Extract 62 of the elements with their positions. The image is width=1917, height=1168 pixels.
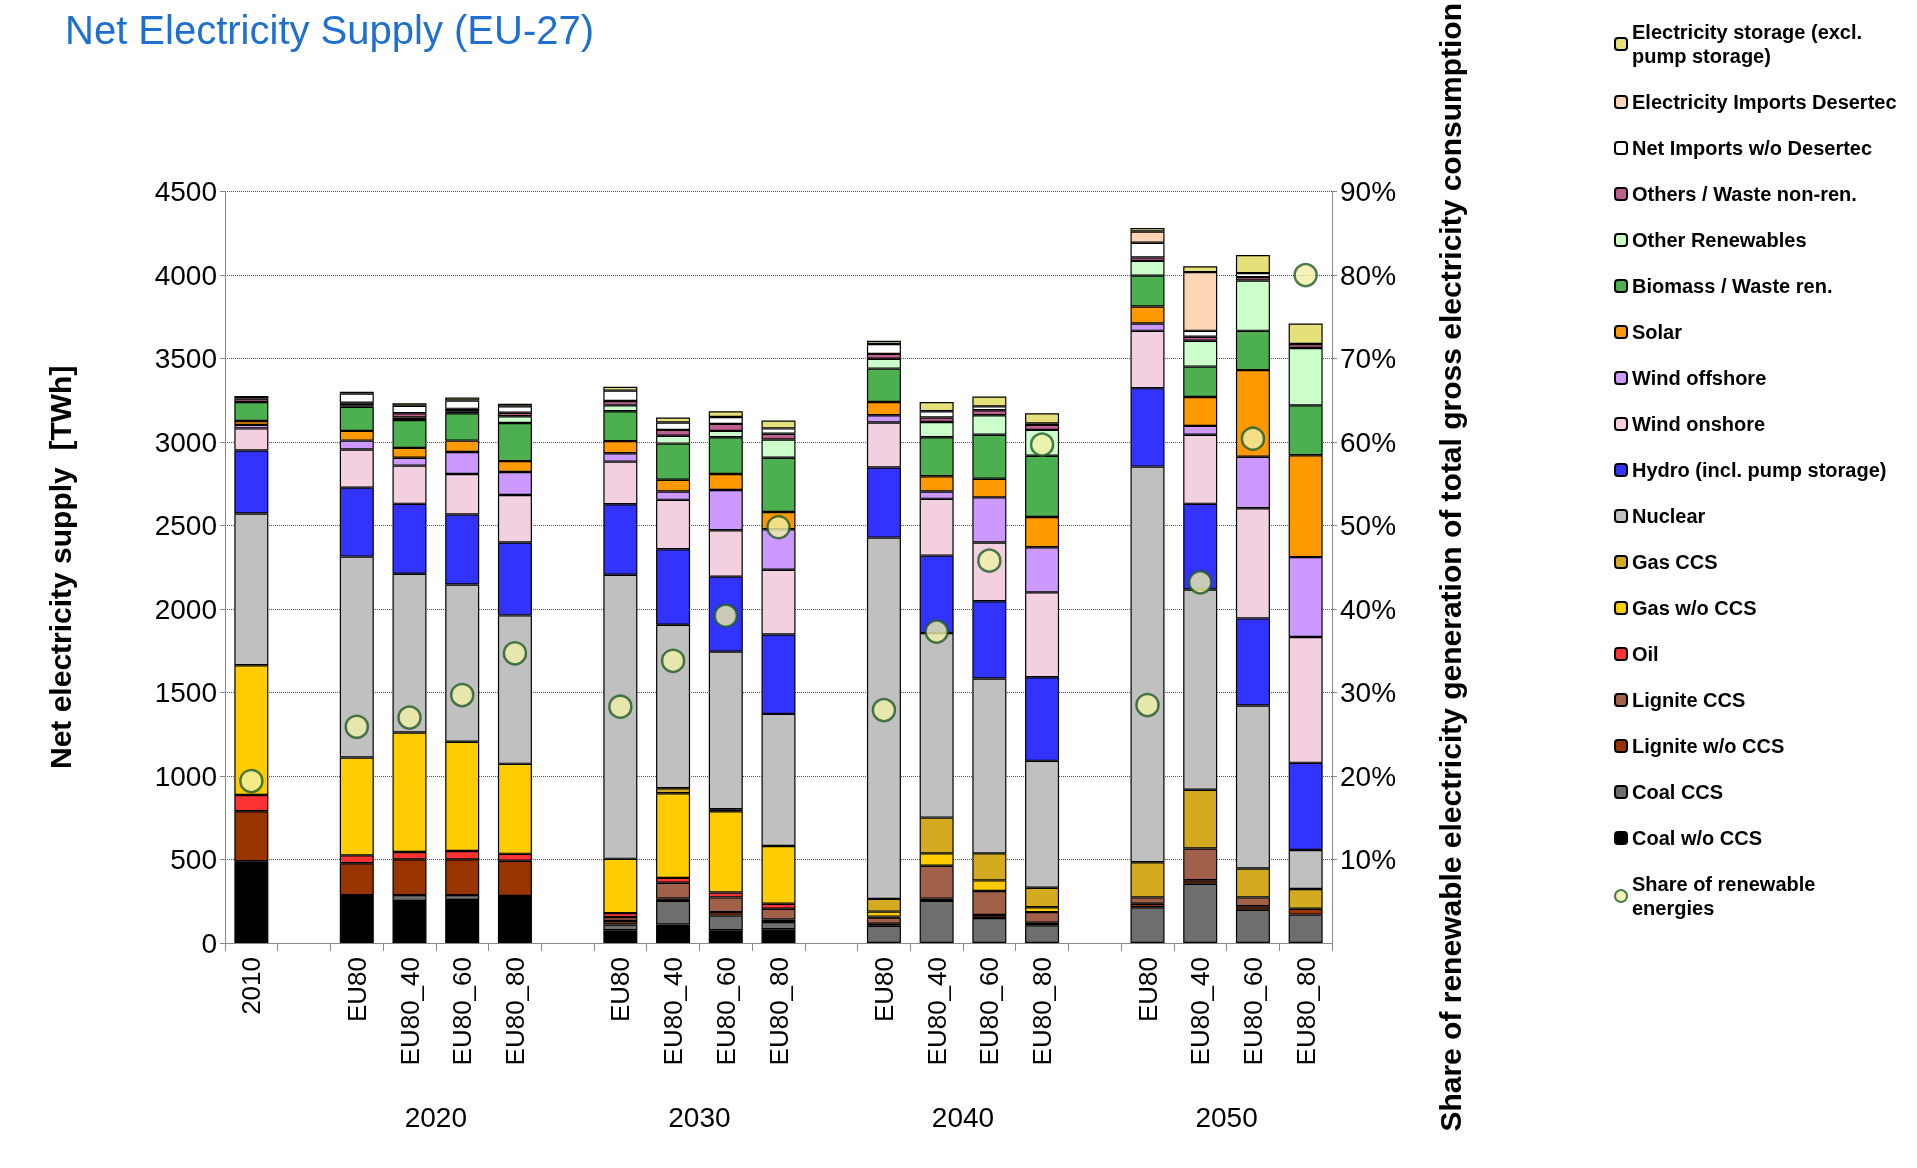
y-tick-label: 2500 xyxy=(154,510,217,542)
y-tick-label: 2000 xyxy=(154,593,217,625)
legend-label: Wind offshore xyxy=(1632,367,1767,389)
legend-label: Gas w/o CCS xyxy=(1632,597,1757,619)
legend-label: Biomass / Waste ren. xyxy=(1632,275,1833,297)
x-tick-label: EU80 xyxy=(341,957,372,1023)
y-tick-label: 3500 xyxy=(154,343,217,375)
x-tick-label: EU80_40 xyxy=(921,957,952,1066)
x-tick-label: EU80_60 xyxy=(1237,957,1268,1066)
x-tick-label: EU80_40 xyxy=(394,957,425,1066)
legend-label: Lignite w/o CCS xyxy=(1632,735,1785,757)
y2-axis-title: Share of renewable electricity generation of total gross electricity consumption xyxy=(1433,3,1467,1132)
legend-label: Oil xyxy=(1632,643,1659,665)
text: 2030 xyxy=(668,1101,731,1133)
y2-tick-label: 40% xyxy=(1340,593,1397,625)
y-tick-label: 4000 xyxy=(154,259,217,291)
y-tick-label: 0 xyxy=(201,927,217,959)
x-tick-label: EU80_80 xyxy=(763,957,794,1066)
x-tick-label: EU80_60 xyxy=(710,957,741,1066)
x-tick-label: EU80_80 xyxy=(499,957,530,1066)
y2-tick-label: 30% xyxy=(1340,677,1397,709)
y-tick-label: 1500 xyxy=(154,677,217,709)
y2-tick-label: 20% xyxy=(1340,760,1397,792)
y-tick-label: 1000 xyxy=(154,760,217,792)
x-tick-label: EU80_60 xyxy=(974,957,1005,1066)
text: 2040 xyxy=(931,1101,995,1133)
x-tick-label: EU80 xyxy=(1132,957,1163,1023)
y-tick-label: 500 xyxy=(170,844,217,876)
y2-tick-label: 70% xyxy=(1340,343,1397,375)
x-tick-label: EU80_80 xyxy=(1027,957,1058,1066)
x-tick-label: EU80 xyxy=(868,957,899,1023)
text: 2020 xyxy=(404,1101,468,1133)
y2-tick-label: 90% xyxy=(1340,176,1397,208)
legend-label: Coal w/o CCS xyxy=(1632,827,1763,849)
x-tick-label: EU80 xyxy=(605,957,636,1023)
legend-label: Solar xyxy=(1632,321,1683,343)
legend-label: Coal CCS xyxy=(1632,781,1724,803)
y2-tick-label: 50% xyxy=(1340,510,1397,542)
legend-label: Electricity Imports Desertec xyxy=(1632,91,1897,113)
y2-tick-label: 80% xyxy=(1340,259,1397,291)
x-tick-label: EU80_40 xyxy=(1185,957,1216,1066)
legend-label: Net Imports w/o Desertec xyxy=(1632,137,1873,159)
legend-label: Wind onshore xyxy=(1632,413,1766,435)
x-tick-label: 2010 xyxy=(236,957,267,1015)
legend-label: Gas CCS xyxy=(1632,551,1718,573)
x-tick-label: EU80_40 xyxy=(658,957,689,1066)
y-tick-label: 4500 xyxy=(154,176,217,208)
y-axis-title: Net electricity supply [TWh] xyxy=(43,365,77,769)
y2-tick-label: 10% xyxy=(1340,844,1397,876)
legend-label: Others / Waste non-ren. xyxy=(1632,183,1857,205)
legend-label: Share of renewable energies xyxy=(1632,873,1821,919)
legend-label: Hydro (incl. pump storage) xyxy=(1632,459,1887,481)
legend-label: Other Renewables xyxy=(1632,229,1807,251)
legend-label: Nuclear xyxy=(1632,505,1706,527)
y2-tick-label: 60% xyxy=(1340,426,1397,458)
legend-label: Lignite CCS xyxy=(1632,689,1746,711)
x-tick-label: EU80_80 xyxy=(1290,957,1321,1066)
x-tick-label: EU80_60 xyxy=(447,957,478,1066)
chart-title: Net Electricity Supply (EU-27) xyxy=(65,8,595,52)
y-tick-label: 3000 xyxy=(154,426,217,458)
text: 2050 xyxy=(1195,1101,1258,1133)
legend-label: Electricity storage (excl. pump storage) xyxy=(1632,21,1868,67)
